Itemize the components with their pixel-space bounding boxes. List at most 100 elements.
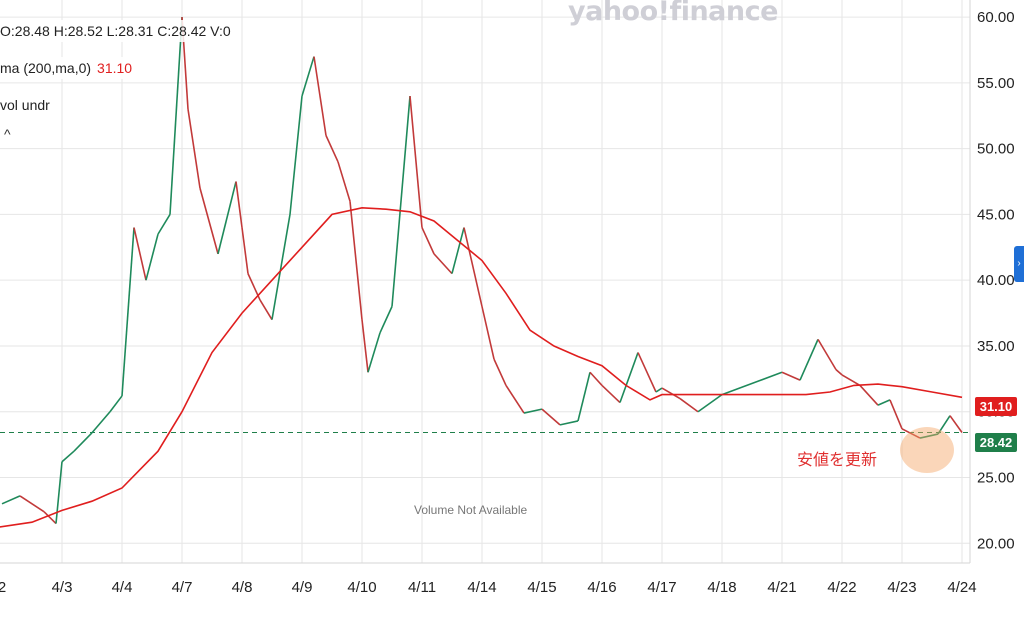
y-tick-label: 25.00 [977, 469, 1015, 486]
price-segment [325, 135, 339, 163]
last-price-badge: 28.42 [975, 433, 1017, 452]
price-segment [835, 369, 843, 376]
price-segment [679, 397, 699, 413]
price-segment [19, 495, 45, 513]
low-highlight-circle [900, 427, 954, 473]
price-segment [481, 306, 495, 360]
price-segment [337, 161, 351, 202]
ohlc-readout: O:28.48 H:28.52 L:28.31 C:28.42 V:0 [0, 20, 237, 42]
price-segment [523, 408, 543, 414]
collapse-chevron-up-icon[interactable]: ^ [4, 126, 11, 142]
ma-series [0, 206, 963, 528]
price-segment [421, 227, 435, 255]
price-segment [187, 109, 201, 189]
price-segment [799, 339, 819, 381]
x-tick-label: 4/3 [52, 579, 73, 596]
price-segment [235, 181, 243, 228]
price-segment [379, 306, 393, 334]
price-segment [145, 233, 159, 281]
y-tick-label: 20.00 [977, 535, 1015, 552]
price-segment [841, 374, 861, 387]
price-segment [313, 56, 327, 136]
price-segment [601, 384, 621, 404]
price-segment [259, 299, 273, 321]
grid-lines [0, 0, 970, 563]
price-segment [817, 338, 837, 371]
x-tick-label: 4/4 [112, 579, 133, 596]
price-segment [43, 511, 57, 525]
price-segment [289, 95, 303, 215]
price-segment [901, 428, 921, 439]
price-segment [661, 387, 681, 400]
price-segment [877, 399, 891, 406]
price-segment [451, 227, 465, 274]
price-segment [433, 253, 453, 275]
ma-price-badge: 31.10 [975, 397, 1017, 416]
price-segment [361, 319, 369, 373]
price-segment [301, 56, 315, 97]
price-segment [655, 387, 663, 393]
x-tick-label: 4/17 [647, 579, 676, 596]
price-segment [133, 227, 147, 281]
price-segment [271, 214, 291, 320]
price-segment [697, 393, 723, 413]
x-axis: 2 4/3 4/4 4/7 4/8 4/9 4/10 4/11 4/14 4/15 4/16 4/17… [0, 579, 977, 596]
ma-legend-label: ma (200,ma,0) [0, 60, 92, 76]
ma-line [0, 206, 963, 528]
y-tick-label: 50.00 [977, 141, 1015, 158]
x-tick-label: 4/24 [947, 579, 976, 596]
price-segment [721, 371, 783, 396]
new-low-annotation: 安値を更新 [797, 452, 878, 469]
side-panel-chevron-right-icon[interactable]: › [1014, 246, 1024, 282]
x-tick-label: 4/8 [232, 579, 253, 596]
price-segment [463, 227, 483, 307]
vol-legend-row[interactable]: vol undr [0, 94, 56, 116]
price-segment [859, 384, 879, 406]
price-segment [1, 495, 21, 505]
price-segment [589, 371, 603, 386]
price-segment [409, 95, 423, 228]
y-tick-label: 45.00 [977, 206, 1015, 223]
chart-legend: O:28.48 H:28.52 L:28.31 C:28.42 V:0 ma (… [0, 20, 237, 131]
price-segment [889, 399, 903, 430]
price-segment [349, 201, 363, 320]
x-tick-label: 4/9 [292, 579, 313, 596]
x-tick-label: 4/11 [408, 579, 436, 596]
price-segment [169, 17, 183, 215]
x-tick-label: 4/10 [347, 579, 376, 596]
price-series [1, 17, 963, 525]
x-tick-label: 4/22 [827, 579, 856, 596]
price-segment [55, 461, 63, 524]
price-segment [937, 415, 951, 435]
price-segment [367, 332, 381, 373]
x-tick-label: 4/21 [767, 579, 796, 596]
price-segment [505, 384, 525, 414]
ma-legend-value: 31.10 [97, 60, 133, 76]
price-segment [241, 227, 249, 274]
price-segment [217, 181, 237, 255]
yahoo-finance-watermark: yahoo!finance [568, 0, 778, 27]
y-axis: 20.0025.0030.0035.0040.0045.0050.0055.00… [977, 9, 1015, 552]
x-tick-label: 4/15 [527, 579, 556, 596]
price-segment [577, 372, 591, 422]
price-segment [541, 408, 561, 426]
y-tick-label: 40.00 [977, 272, 1015, 289]
x-tick-label: 4/16 [587, 579, 616, 596]
price-segment [949, 415, 963, 433]
x-tick-label: 4/14 [467, 579, 496, 596]
x-tick-label: 4/7 [172, 579, 193, 596]
price-segment [73, 432, 93, 452]
price-segment [559, 420, 579, 426]
price-segment [637, 352, 657, 393]
price-segment [91, 411, 111, 434]
x-tick-label: 4/23 [887, 579, 916, 596]
price-segment [781, 371, 801, 381]
x-tick-label: 4/18 [707, 579, 736, 596]
price-segment [619, 352, 639, 403]
ma-legend-row[interactable]: ma (200,ma,0) 31.10 [0, 57, 139, 79]
price-segment [919, 433, 939, 439]
price-segment [121, 227, 135, 396]
price-segment [199, 187, 219, 255]
